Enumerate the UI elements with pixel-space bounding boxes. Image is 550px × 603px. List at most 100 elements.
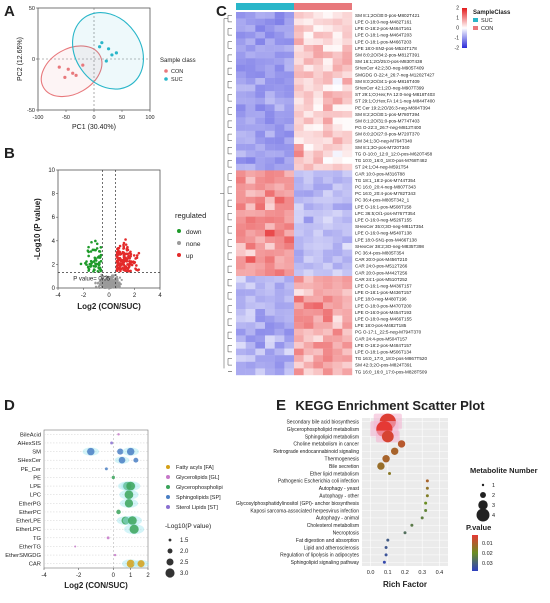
heatmap-cell xyxy=(265,163,275,171)
heatmap-cell xyxy=(294,256,304,263)
lipid-size-legend-key xyxy=(167,548,173,554)
heatmap-cell xyxy=(342,295,353,303)
heatmap-cell xyxy=(342,124,353,131)
heatmap-cell xyxy=(274,71,285,79)
heatmap-cell xyxy=(313,177,324,184)
heatmap-cell xyxy=(303,256,314,263)
lipid-category-label: PE xyxy=(33,475,41,481)
pca-point-con xyxy=(74,73,78,77)
heatmap-cell xyxy=(236,97,246,105)
heatmap-cell xyxy=(294,71,304,79)
heatmap-cell xyxy=(274,315,285,323)
heatmap-cell xyxy=(274,170,285,178)
heatmap-cell xyxy=(284,91,295,98)
heatmap-cell xyxy=(236,335,246,343)
heatmap-row-label: LPE O-18:2-pos-M484T157 xyxy=(355,343,412,348)
heatmap-cell xyxy=(284,328,295,336)
heatmap-cell xyxy=(342,64,353,72)
heatmap-cell xyxy=(274,51,285,59)
heatmap-cell xyxy=(294,249,304,257)
heatmap-cell xyxy=(313,18,324,26)
volcano-point-none xyxy=(118,276,122,279)
heatmap-cell xyxy=(332,276,343,283)
heatmap-row-label: LPE O-16:0-pos-M454T193 xyxy=(355,310,412,315)
heatmap-row-label: LPE O-18:0-pos-M470T200 xyxy=(355,303,412,308)
kegg-pathway-label: Necroptosis xyxy=(333,531,360,537)
kegg-pathway-label: Sphingolipid metabolism xyxy=(305,434,359,440)
volcano-point-down xyxy=(86,266,90,269)
heatmap-cell xyxy=(303,130,314,138)
heatmap-cell xyxy=(323,256,333,263)
kegg-size-legend-label: 1 xyxy=(492,483,495,489)
heatmap-cell xyxy=(313,302,324,310)
pca-xtick-label: 100 xyxy=(145,115,154,121)
heatmap-cell xyxy=(303,315,314,323)
lipid-category-label: BileAcid xyxy=(20,432,41,438)
panel-letter-B: B xyxy=(4,145,15,162)
heatmap-cell xyxy=(236,12,246,19)
kegg-pathway-label: Autophagy - animal xyxy=(316,516,359,522)
heatmap-cell xyxy=(294,289,304,296)
heatmap-cell xyxy=(236,256,246,263)
heatmap-cell xyxy=(303,348,314,356)
volcano-point-up xyxy=(134,257,137,260)
heatmap-cell xyxy=(265,216,275,224)
heatmap-cell xyxy=(265,130,275,138)
heatmap-cell xyxy=(255,51,266,59)
heatmap-row-label: LPE O-16:0-neg-M540T138 xyxy=(355,231,412,236)
heatmap-cell xyxy=(265,157,275,164)
heatmap-cell xyxy=(284,342,295,349)
heatmap-cell xyxy=(236,137,246,145)
heatmap-cell xyxy=(332,262,343,270)
heatmap-cell xyxy=(284,223,295,230)
volcano-point-none xyxy=(112,279,116,282)
heatmap-cell xyxy=(313,256,324,263)
heatmap-cell xyxy=(255,289,266,296)
volcano-point-down xyxy=(79,262,83,266)
heatmap-cell xyxy=(303,144,314,151)
heatmap-cell xyxy=(255,117,266,125)
heatmap-cell xyxy=(265,249,275,257)
volcano-point-down xyxy=(97,263,101,267)
heatmap-cell xyxy=(303,203,314,211)
heatmap-cell xyxy=(265,38,275,46)
kegg-pathway-label: Autophagy - yeast xyxy=(319,486,360,492)
heatmap-cell xyxy=(303,78,314,85)
heatmap-cell xyxy=(313,203,324,211)
kegg-xtick-label: 0.3 xyxy=(418,570,426,576)
heatmap-cell xyxy=(342,196,353,204)
heatmap-cell xyxy=(284,31,295,39)
volcano-point-down xyxy=(99,269,102,273)
volcano-point-down xyxy=(89,263,93,267)
heatmap-cell xyxy=(265,368,275,376)
heatmap-cell xyxy=(284,243,295,250)
heatmap-cell xyxy=(284,58,295,65)
heatmap-cell xyxy=(236,58,246,65)
heatmap-cell xyxy=(323,183,333,191)
heatmap-cell xyxy=(332,302,343,310)
heatmap-cell xyxy=(284,229,295,237)
heatmap-cell xyxy=(303,12,314,19)
heatmap-cell xyxy=(303,236,314,244)
volcano-point-up xyxy=(122,241,126,245)
heatmap-cell xyxy=(265,243,275,250)
kegg-point xyxy=(410,523,414,527)
kegg-colorbar-tick: 0.03 xyxy=(482,561,493,567)
kegg-pathway-label: Kaposi sarcoma-associated herpesvirus in… xyxy=(250,508,359,514)
heatmap-cell xyxy=(284,282,295,290)
heatmap-cell xyxy=(313,210,324,217)
heatmap-cell xyxy=(303,38,314,46)
heatmap-cell xyxy=(284,210,295,217)
heatmap-cell xyxy=(313,58,324,65)
heatmap-cell xyxy=(332,84,343,92)
heatmap-cell xyxy=(284,315,295,323)
heatmap-cell xyxy=(294,18,304,26)
volcano-point-none xyxy=(120,278,123,282)
heatmap-cell xyxy=(274,137,285,145)
volcano-point-up xyxy=(130,263,134,267)
heatmap-cell xyxy=(332,144,343,151)
heatmap-cell xyxy=(265,342,275,349)
heatmap-cell xyxy=(313,124,324,131)
heatmap-cell xyxy=(255,328,266,336)
heatmap-cell xyxy=(284,289,295,296)
